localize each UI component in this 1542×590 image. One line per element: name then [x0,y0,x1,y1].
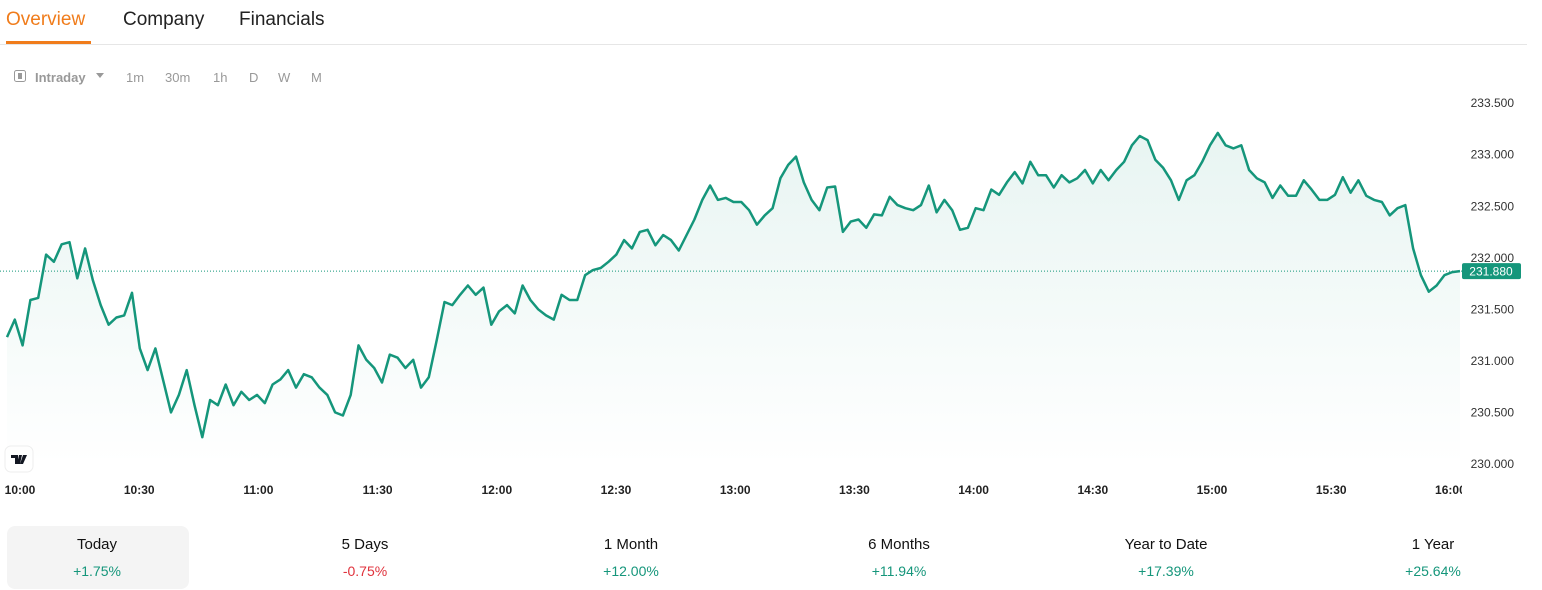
tab[interactable]: Company [123,9,205,30]
y-tick-label: 232.500 [1471,199,1515,213]
price-line [5,131,1461,439]
period-change: +11.94% [871,563,927,579]
period-label[interactable]: Today [76,536,118,553]
y-tick-label: 231.000 [1471,354,1515,368]
period-change: +25.64% [1405,563,1461,579]
period-label[interactable]: 6 Months [868,536,930,553]
chart-type-icon [14,70,26,82]
period-selected-bg [7,526,189,589]
tab-bar: Overview Company Financials [0,0,1527,45]
active-tab-indicator [6,41,91,44]
chart: 10:00 10:30 11:00 11:30 12:00 12:30 13:00 13:30… [0,96,1521,497]
x-tick-label: 11:00 [243,483,273,497]
tab[interactable]: Overview [6,9,86,30]
period-label[interactable]: 1 Month [603,536,659,553]
x-tick-label: 11:30 [363,483,393,497]
interval-button[interactable]: M [311,70,322,85]
area-fill [7,132,1460,465]
interval-button[interactable]: 1h [213,70,228,85]
period-change: +17.39% [1138,563,1194,579]
x-tick-label: 12:00 [481,483,512,497]
x-tick-label: 16:00 [1435,483,1466,497]
x-tick-label: 15:00 [1197,483,1228,497]
interval-button[interactable]: 1m [126,70,145,85]
y-tick-label: 230.000 [1471,457,1515,471]
interval-button[interactable]: D [249,70,259,85]
y-tick-label: 230.500 [1471,406,1515,420]
dropdown-arrow [96,73,104,78]
chart-type-button[interactable]: Intraday [35,70,86,85]
last-price-label: 231.880 [1469,264,1513,278]
period-label[interactable]: 1 Year [1411,536,1455,553]
interval-button[interactable]: W [278,70,291,85]
x-axis: 10:00 10:30 11:00 11:30 12:00 12:30 13:00 13:30… [5,483,1466,497]
period-label[interactable]: Year to Date [1124,536,1208,553]
x-tick-label: 12:30 [601,483,632,497]
y-tick-label: 233.500 [1471,96,1515,110]
y-tick-label: 231.500 [1471,302,1515,316]
last-price-badge [1462,263,1521,280]
x-tick-label: 13:30 [839,483,870,497]
x-tick-label: 14:00 [958,483,989,497]
period-change: +12.00% [603,563,659,579]
period-change: +1.75% [73,563,121,579]
x-tick-label: 14:30 [1077,483,1108,497]
x-tick-label: 10:00 [5,483,36,497]
x-tick-label: 13:00 [720,483,751,497]
interval-button[interactable]: 30m [165,70,191,85]
tab[interactable]: Financials [239,9,325,30]
x-tick-label: 15:30 [1316,483,1347,497]
y-tick-label: 232.000 [1471,251,1515,265]
period-change: -0.75% [342,563,388,579]
period-label[interactable]: 5 Days [341,536,389,553]
x-tick-label: 10:30 [124,483,155,497]
y-tick-label: 233.000 [1471,148,1515,162]
